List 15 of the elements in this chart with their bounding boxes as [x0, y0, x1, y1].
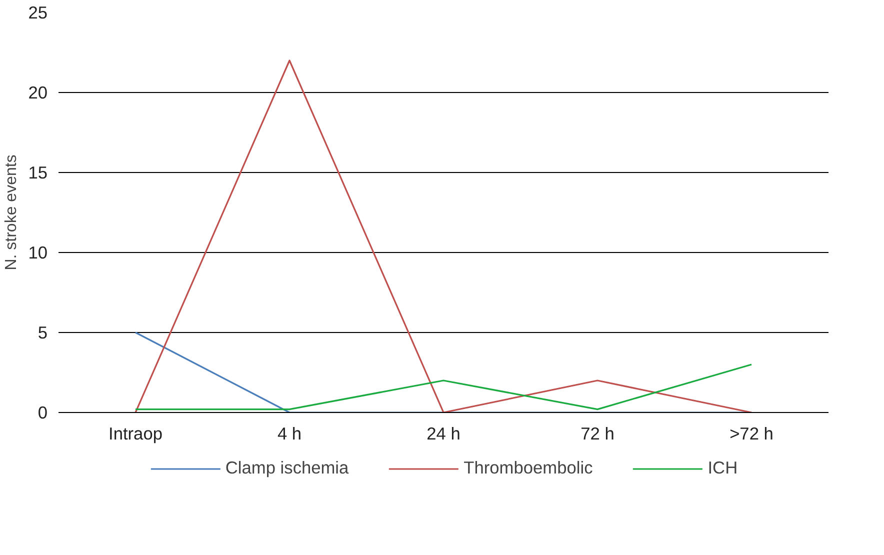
legend-label: ICH [708, 458, 738, 478]
y-tick-label: 15 [28, 162, 48, 182]
legend-label: Clamp ischemia [225, 458, 349, 478]
x-tick-label: 72 h [580, 424, 614, 444]
y-tick-label: 25 [28, 2, 48, 22]
x-tick-label: Intraop [108, 424, 162, 444]
y-axis-title: N. stroke events [3, 154, 20, 270]
legend-label: Thromboembolic [464, 458, 593, 478]
x-tick-label: >72 h [730, 424, 774, 444]
x-tick-label: 24 h [426, 424, 460, 444]
y-tick-label: 0 [38, 402, 48, 422]
y-tick-label: 10 [28, 242, 48, 262]
y-tick-label: 20 [28, 82, 48, 102]
x-tick-label: 4 h [277, 424, 302, 444]
y-tick-label: 5 [38, 322, 48, 342]
